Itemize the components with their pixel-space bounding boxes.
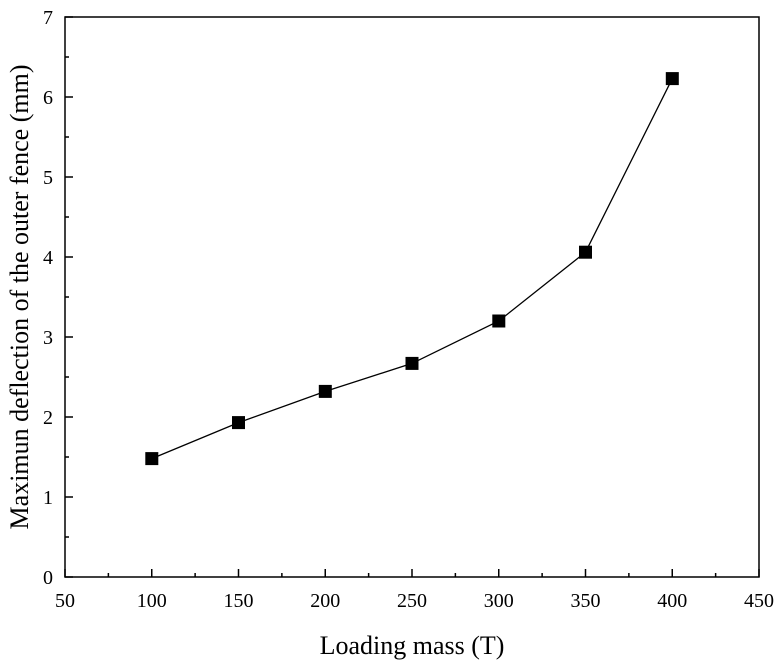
y-tick-label: 2 [43,407,53,429]
y-tick-label: 1 [43,487,53,509]
data-point-marker [492,314,506,328]
y-tick-label: 6 [43,87,53,109]
x-axis-title: Loading mass (T) [320,631,505,660]
x-tick-label: 200 [310,590,340,612]
x-tick-label: 150 [224,590,254,612]
x-tick-label: 350 [571,590,601,612]
series-line [151,78,673,460]
y-axis-title: Maximun deflection of the outer fence (m… [5,65,34,530]
y-tick-label: 4 [43,247,53,269]
data-point-marker [145,452,159,466]
data-point-marker [579,245,592,259]
y-axis: 0 1 2 3 4 5 6 7 [43,7,73,589]
y-tick-label: 0 [43,567,53,589]
chart-marks [145,72,679,466]
x-tick-label: 100 [137,590,167,612]
plot-frame [64,16,760,578]
x-axis: 50 100 150 200 250 300 350 400 450 [55,569,774,612]
y-tick-label: 5 [43,167,53,189]
x-tick-label: 250 [397,590,427,612]
data-point-marker [318,384,332,398]
x-tick-label: 450 [744,590,774,612]
x-tick-label: 50 [55,590,75,612]
x-tick-label: 300 [484,590,514,612]
data-point-marker [232,416,245,430]
data-point-marker [665,72,679,86]
y-tick-label: 3 [43,327,53,349]
y-tick-label: 7 [43,7,53,29]
x-tick-label: 400 [657,590,687,612]
data-point-marker [405,356,419,370]
